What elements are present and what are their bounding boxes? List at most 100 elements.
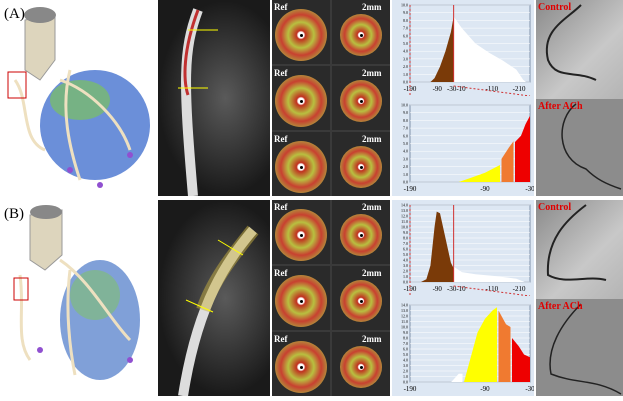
y-tick-label: 9.0	[403, 330, 408, 335]
y-tick-label: 2.0	[403, 269, 408, 274]
histogram-segment	[451, 373, 463, 382]
cross-section-stenosis: 2mm	[332, 266, 390, 330]
cross-sections: Ref 2mm Ref 2mm Ref 2mm	[272, 200, 390, 396]
x-tick-label: -210	[513, 85, 526, 93]
y-tick-label: 7.0	[403, 341, 408, 346]
y-tick-label: 1.0	[403, 274, 408, 279]
y-tick-label: 10.0	[401, 103, 408, 108]
x-tick-label: -110	[486, 285, 499, 293]
cross-section-ref: Ref	[272, 0, 330, 64]
after-ach-label: After ACh	[538, 301, 583, 312]
y-tick-label: 4.0	[403, 258, 408, 263]
y-tick-label: 6.0	[403, 133, 408, 138]
vessel-cross-section	[275, 75, 327, 127]
vessel-cross-section	[340, 14, 382, 56]
vessel-cross-section	[340, 80, 382, 122]
y-tick-label: 6.0	[403, 347, 408, 352]
y-tick-label: 8.0	[403, 336, 408, 341]
control-label: Control	[538, 2, 572, 13]
panel-label: (A)	[4, 6, 25, 22]
2mm-label: 2mm	[362, 334, 382, 344]
cross-sections: Ref 2mm Ref 2mm Ref 2mm	[272, 0, 390, 196]
angiograms: Control After ACh	[536, 200, 623, 396]
2mm-label: 2mm	[362, 202, 382, 212]
histogram-segment	[430, 16, 454, 82]
histogram-segment	[512, 338, 530, 382]
2mm-label: 2mm	[362, 134, 382, 144]
y-tick-label: 4.0	[403, 358, 408, 363]
histogram-zoom: 0.01.02.03.04.05.06.07.08.09.010.011.012…	[401, 303, 534, 394]
angiograms: Control After ACh	[536, 0, 623, 196]
y-tick-label: 14.0	[401, 203, 408, 208]
y-tick-label: 9.0	[403, 230, 408, 235]
y-tick-label: 9.0	[403, 10, 408, 15]
y-tick-label: 12.0	[401, 214, 408, 219]
cross-section-stenosis: 2mm	[332, 332, 390, 396]
y-tick-label: 2.0	[403, 164, 408, 169]
x-tick-label: -110	[486, 85, 499, 93]
histogram-full: 0.01.02.03.04.05.06.07.08.09.010.011.012…	[401, 203, 531, 296]
x-tick-label: -30-10	[447, 85, 466, 93]
y-tick-label: 0.0	[403, 80, 408, 85]
heart-3d-render: (B)	[0, 200, 156, 396]
after-ach-label: After ACh	[538, 101, 583, 112]
vessel-cross-section	[340, 280, 382, 322]
ct-curved-reformat	[158, 200, 270, 397]
histogram-segment	[501, 141, 514, 182]
y-tick-label: 6.0	[403, 33, 408, 38]
y-tick-label: 11.0	[401, 319, 408, 324]
histograms: 0.0 1.0 2.0 3.0 4.0 5.0 6.0 7.0 8.0 9.0 10.0 11.0 12…	[392, 200, 534, 396]
vessel-cross-section	[340, 146, 382, 188]
x-tick-label: -90	[433, 85, 443, 93]
zoom-guide	[453, 285, 531, 296]
y-tick-label: 4.0	[403, 49, 408, 54]
cross-section-ref: Ref	[272, 66, 330, 130]
ct-curved-reformat	[158, 0, 270, 197]
y-tick-label: 1.0	[403, 172, 408, 177]
y-tick-label: 8.0	[403, 236, 408, 241]
y-tick-label: 6.0	[403, 247, 408, 252]
x-tick-label: -190	[404, 185, 417, 193]
y-tick-label: 4.0	[403, 149, 408, 154]
histogram-segment	[458, 165, 500, 182]
histogram-segment	[515, 115, 530, 182]
x-tick-label: -90	[433, 285, 443, 293]
y-tick-label: 1.0	[403, 374, 408, 379]
x-tick-label: -30	[525, 385, 534, 393]
vessel-cross-section	[275, 275, 327, 327]
histograms: 0.0 1.0 2.0 3.0 4.0 5.0 6.0 7.0 8.0 9.0 10.0 -190 -9…	[392, 0, 534, 196]
y-tick-label: 7.0	[403, 241, 408, 246]
x-tick-label: -30	[525, 185, 534, 193]
cross-section-ref: Ref	[272, 200, 330, 264]
y-tick-label: 5.0	[403, 141, 408, 146]
y-tick-label: 3.0	[403, 156, 408, 161]
histogram-full: 0.01.02.03.04.05.06.07.08.09.010.0-190-9…	[401, 3, 531, 96]
y-tick-label: 10.0	[401, 3, 408, 8]
y-tick-label: 8.0	[403, 18, 408, 23]
cross-section-ref: Ref	[272, 332, 330, 396]
vessel-cross-section	[275, 9, 327, 61]
y-tick-label: 9.0	[403, 110, 408, 115]
cross-section-stenosis: 2mm	[332, 66, 390, 130]
histogram-segment	[420, 211, 454, 282]
cross-section-ref: Ref	[272, 132, 330, 196]
cross-section-ref: Ref	[272, 266, 330, 330]
x-tick-label: -30-10	[447, 285, 466, 293]
ref-label: Ref	[274, 202, 288, 212]
2mm-label: 2mm	[362, 2, 382, 12]
histogram-segment	[498, 310, 511, 382]
y-tick-label: 13.0	[401, 208, 408, 213]
x-tick-label: -90	[480, 185, 490, 193]
y-tick-label: 2.0	[403, 64, 408, 69]
panel-label: (B)	[4, 206, 24, 222]
y-tick-label: 5.0	[403, 252, 408, 257]
angiogram-control: Control	[536, 200, 623, 297]
y-tick-label: 13.0	[401, 308, 408, 313]
x-tick-label: -210	[513, 285, 526, 293]
vessel-cross-section	[275, 209, 327, 261]
histogram-zoom: 0.0 1.0 2.0 3.0 4.0 5.0 6.0 7.0 8.0 9.0 10.0 -190 -9…	[401, 103, 534, 194]
ref-label: Ref	[274, 68, 288, 78]
panel-b: (B) Ref 2mm Ref 2mm Ref 2mm 0.0 1.0 2.0 3.0 4.0 5.…	[0, 200, 623, 397]
ref-label: Ref	[274, 268, 288, 278]
y-tick-label: 5.0	[403, 41, 408, 46]
